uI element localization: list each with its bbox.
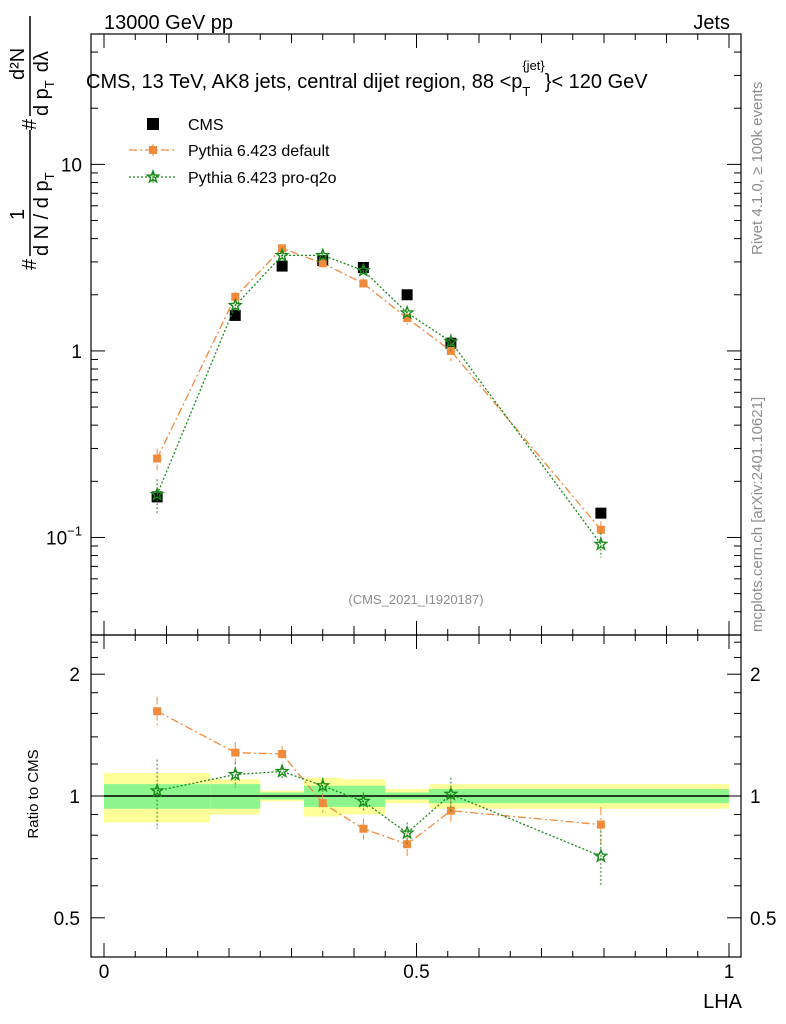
y-label-den-text: d p	[31, 88, 53, 116]
ratio-panel: 0 0.5 1 0.5 0.5 1 1 2 2	[54, 634, 776, 983]
ratio-point-proq2o	[149, 782, 165, 798]
legend-label: CMS	[188, 117, 224, 134]
data-point-proq2o	[355, 262, 372, 277]
ratio-point-proq2o	[315, 777, 331, 793]
data-point-proq2o	[149, 486, 165, 501]
x-tick-label: 1	[724, 962, 735, 983]
data-point-default	[359, 279, 368, 288]
y-label-dn-text: d N / d p	[31, 180, 53, 256]
ratio-point-default	[318, 799, 327, 808]
y-label-num: d²N	[7, 48, 29, 80]
ratio-series-line	[156, 710, 601, 845]
data-point-proq2o	[274, 247, 290, 262]
y-tick-base: 10	[46, 528, 67, 549]
data-point-default	[318, 259, 327, 268]
legend: CMS Pythia 6.423 default Pythia 6.423 pro-…	[129, 117, 337, 187]
ratio-tick-label-right: 1	[750, 787, 761, 808]
y-label-t: T	[42, 172, 57, 180]
ratio-tick-label-right: 2	[750, 665, 761, 686]
y-tick-base: 10	[61, 155, 82, 176]
analysis-id: (CMS_2021_I1920187)	[348, 592, 483, 607]
rivet-version-text: Rivet 4.1.0, ≥ 100k events	[749, 82, 766, 255]
ratio-point-default	[596, 820, 605, 829]
ratio-tick-label: 1	[69, 787, 80, 808]
y-label-hash2: #	[19, 118, 41, 130]
data-point-default	[596, 525, 605, 534]
chart-title: CMS, 13 TeV, AK8 jets, central dijet reg…	[86, 58, 648, 99]
series-line	[156, 247, 602, 531]
ratio-tick-label: 0.5	[54, 909, 80, 930]
y-label-den: d pTdλ	[31, 51, 57, 116]
header-left: 13000 GeV pp	[104, 12, 233, 34]
mcplots-text: mcplots.cern.ch [arXiv:2401.10621]	[749, 397, 766, 632]
ratio-point-default	[231, 748, 240, 757]
ratio-point-proq2o	[443, 786, 459, 801]
chart-title-sup: {jet}	[522, 58, 545, 73]
data-point-cms	[276, 260, 288, 272]
x-axis-label: LHA	[703, 991, 743, 1013]
data-point-cms	[229, 309, 241, 321]
data-point-proq2o	[593, 536, 609, 551]
ratio-point-default	[153, 707, 162, 716]
ratio-tick-label: 2	[69, 665, 80, 686]
chart-title-pre: CMS, 13 TeV, AK8 jets, central dijet reg…	[86, 71, 522, 93]
header-right: Jets	[693, 12, 730, 34]
data-point-default	[153, 454, 162, 463]
y-label-t2: T	[42, 80, 57, 88]
legend-marker-proq2o	[145, 169, 161, 184]
y-axis-label: # 1 d N / d pT # d²N d pTdλ	[7, 16, 57, 270]
chart-title-sub: T	[522, 84, 530, 99]
y-tick-label: 10	[61, 155, 82, 176]
y-tick-exponent: −1	[67, 523, 82, 538]
chart-title-post: }< 120 GeV	[545, 71, 649, 93]
x-tick-label: 0	[99, 962, 110, 983]
series-line	[156, 254, 602, 545]
ratio-point-proq2o	[399, 825, 415, 840]
ratio-y-label: Ratio to CMS	[25, 749, 42, 838]
ratio-series-line	[156, 770, 602, 857]
y-label-dn: d N / d pT	[31, 172, 57, 256]
y-label-hash: #	[19, 258, 41, 270]
legend-label: Pythia 6.423 default	[188, 143, 330, 160]
ratio-point-proq2o	[593, 848, 609, 863]
data-point-cms	[401, 289, 413, 301]
ratio-point-proq2o	[227, 766, 243, 782]
y-tick-base: 1	[71, 342, 82, 363]
ratio-tick-label-right: 0.5	[750, 909, 776, 930]
data-point-cms	[595, 507, 607, 519]
data-point-proq2o	[315, 247, 331, 262]
data-point-default	[231, 292, 240, 301]
ratio-point-proq2o	[355, 793, 372, 808]
data-point-proq2o	[443, 333, 459, 349]
y-tick-label: 10−1	[46, 523, 82, 549]
legend-marker-default	[149, 146, 157, 154]
legend-label: Pythia 6.423 pro-q2o	[188, 170, 337, 187]
ratio-point-default	[359, 824, 368, 833]
data-point-proq2o	[399, 304, 415, 320]
y-label-dl: dλ	[31, 51, 53, 72]
y-label-one: 1	[7, 209, 29, 220]
ratio-point-default	[278, 750, 287, 759]
legend-marker-cms	[147, 118, 159, 130]
data-point-proq2o	[227, 297, 243, 313]
data-point-default	[403, 314, 412, 323]
y-tick-label: 1	[71, 342, 82, 363]
x-tick-label: 0.5	[403, 962, 429, 983]
ratio-point-proq2o	[274, 763, 290, 778]
